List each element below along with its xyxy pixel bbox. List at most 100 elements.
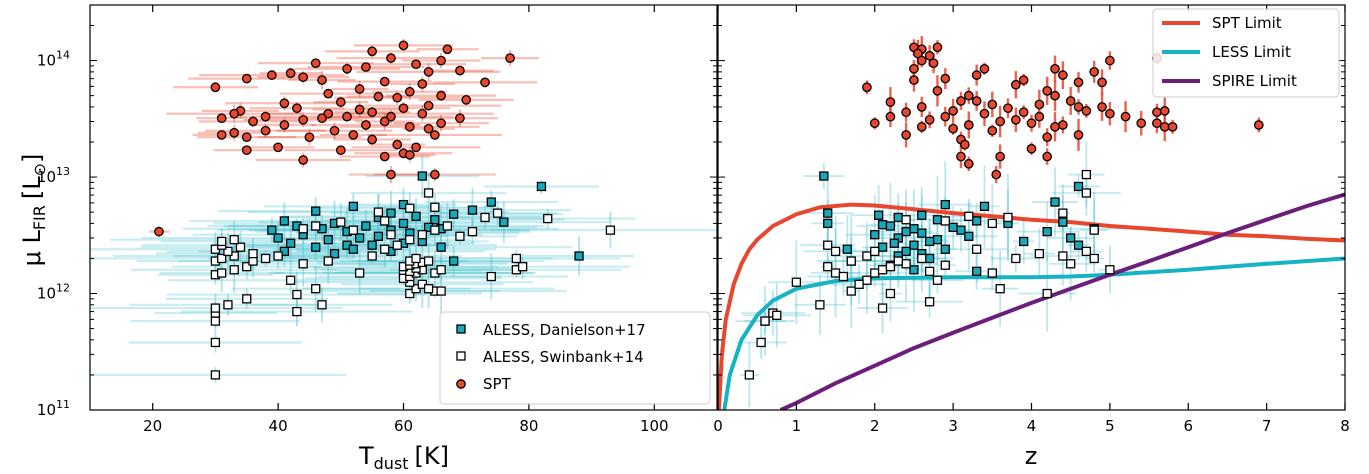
point-aless-swinbank-14 <box>924 266 935 277</box>
point-spt <box>1050 90 1060 101</box>
point-spt <box>1026 143 1037 154</box>
point-aless-swinbank-14 <box>517 262 528 272</box>
point-aless-danielson-17 <box>311 242 321 252</box>
point-spt <box>932 85 943 96</box>
point-spt <box>940 111 951 122</box>
point-aless-swinbank-14 <box>311 221 321 231</box>
point-aless-danielson-17 <box>1073 240 1084 250</box>
point-spt <box>963 90 974 101</box>
right-markers <box>744 42 1264 380</box>
point-aless-swinbank-14 <box>367 251 377 261</box>
point-spt <box>317 113 327 124</box>
point-aless-swinbank-14 <box>229 265 239 275</box>
point-aless-danielson-17 <box>273 233 283 243</box>
point-aless-danielson-17 <box>909 240 919 250</box>
point-aless-swinbank-14 <box>917 253 927 264</box>
point-spt <box>948 123 958 134</box>
point-spt <box>940 73 951 84</box>
point-aless-danielson-17 <box>467 205 478 215</box>
xtick-label: 40 <box>269 417 288 435</box>
point-aless-danielson-17 <box>536 181 547 192</box>
point-spt <box>971 96 982 106</box>
point-spt <box>266 70 277 80</box>
point-aless-danielson-17 <box>279 216 290 226</box>
point-aless-danielson-17 <box>348 201 358 212</box>
point-spt <box>392 92 403 103</box>
point-aless-swinbank-14 <box>830 268 841 278</box>
point-spt <box>1089 67 1100 77</box>
point-aless-swinbank-14 <box>229 235 239 245</box>
point-spt <box>260 125 271 136</box>
point-aless-swinbank-14 <box>223 300 233 310</box>
point-aless-swinbank-14 <box>605 225 616 235</box>
point-spt <box>1159 106 1170 116</box>
point-aless-swinbank-14 <box>430 202 440 212</box>
point-aless-swinbank-14 <box>870 246 880 257</box>
legend-marker-swinbank <box>456 351 466 361</box>
point-aless-swinbank-14 <box>543 213 553 224</box>
point-spt <box>901 130 911 140</box>
point-spt <box>329 125 340 136</box>
point-spt <box>461 95 472 105</box>
point-spt <box>1105 55 1115 66</box>
point-spt <box>1136 118 1147 129</box>
point-spt <box>924 114 935 125</box>
point-spt <box>367 46 377 57</box>
point-aless-danielson-17 <box>373 231 384 241</box>
point-spt <box>963 120 974 130</box>
point-aless-swinbank-14 <box>1081 169 1092 180</box>
point-aless-swinbank-14 <box>1042 288 1052 299</box>
point-aless-swinbank-14 <box>423 188 434 198</box>
right-xlabel: z <box>1025 442 1038 470</box>
point-aless-danielson-17 <box>909 224 919 234</box>
point-aless-swinbank-14 <box>386 230 396 240</box>
point-aless-swinbank-14 <box>1081 188 1092 198</box>
point-aless-swinbank-14 <box>298 224 308 234</box>
point-aless-swinbank-14 <box>862 275 872 285</box>
point-spt <box>423 67 434 77</box>
point-spt <box>979 108 990 119</box>
point-aless-swinbank-14 <box>756 337 766 348</box>
point-aless-swinbank-14 <box>823 262 833 272</box>
point-spt <box>960 139 970 150</box>
point-aless-swinbank-14 <box>885 262 896 272</box>
point-aless-danielson-17 <box>971 216 982 226</box>
point-aless-danielson-17 <box>948 222 958 232</box>
point-aless-danielson-17 <box>449 209 459 219</box>
point-spt <box>285 68 296 78</box>
point-aless-danielson-17 <box>971 266 982 277</box>
point-spt <box>404 150 415 160</box>
point-aless-swinbank-14 <box>442 221 453 231</box>
point-aless-swinbank-14 <box>877 265 888 275</box>
point-spt <box>1042 132 1053 143</box>
point-spt <box>901 107 911 118</box>
point-aless-swinbank-14 <box>423 256 434 266</box>
point-spt <box>909 63 919 74</box>
point-aless-danielson-17 <box>924 253 935 264</box>
point-aless-swinbank-14 <box>846 256 856 266</box>
point-aless-danielson-17 <box>842 244 852 254</box>
point-aless-swinbank-14 <box>380 216 390 226</box>
point-spt <box>210 82 221 93</box>
point-spt <box>455 65 465 76</box>
xtick-label: 6 <box>1183 417 1193 435</box>
point-spt <box>411 142 421 153</box>
legend-label-less-limit: LESS Limit <box>1212 43 1291 61</box>
point-aless-danielson-17 <box>979 201 990 212</box>
point-aless-danielson-17 <box>889 238 899 248</box>
point-aless-danielson-17 <box>917 228 927 238</box>
point-spt <box>963 158 974 169</box>
point-aless-swinbank-14 <box>260 253 271 264</box>
point-aless-swinbank-14 <box>317 300 327 310</box>
point-spt <box>979 63 990 74</box>
point-spt <box>310 58 321 69</box>
point-aless-swinbank-14 <box>987 268 997 278</box>
point-spt <box>354 84 365 94</box>
point-spt-outlier <box>154 226 164 237</box>
point-aless-swinbank-14 <box>405 235 415 245</box>
point-spt <box>279 120 290 130</box>
point-spt <box>971 70 982 80</box>
point-aless-danielson-17 <box>499 217 509 227</box>
point-aless-danielson-17 <box>311 206 321 216</box>
